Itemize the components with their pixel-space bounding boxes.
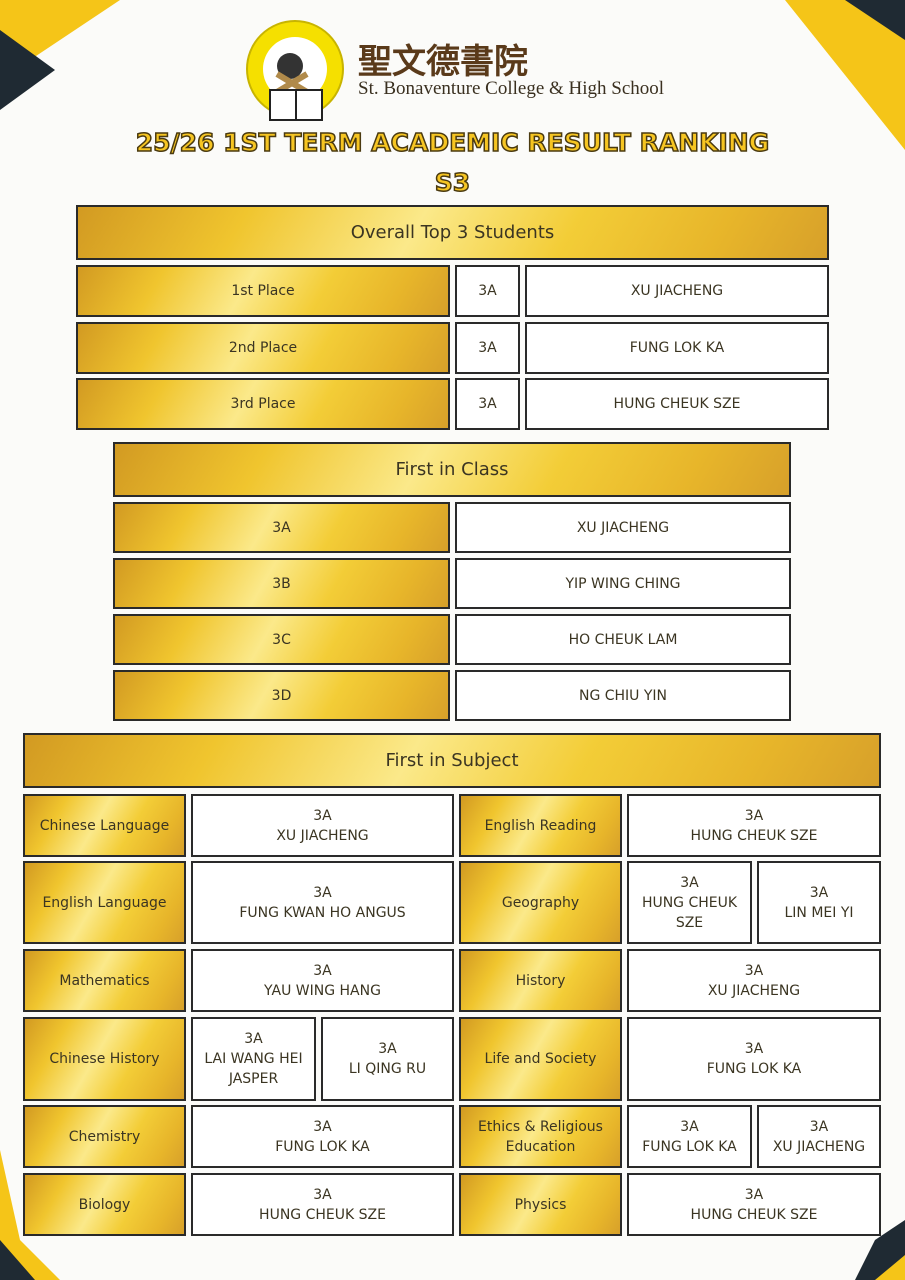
- subject-winner: 3A LIN MEI YI: [757, 861, 881, 944]
- subject-winner: 3A FUNG KWAN HO ANGUS: [191, 861, 454, 944]
- overall-class: 3A: [455, 265, 520, 317]
- class-top-student: NG CHIU YIN: [455, 670, 791, 721]
- subject-label: English Reading: [459, 794, 622, 857]
- subject-label: English Language: [23, 861, 186, 944]
- corner-decoration-top-left: [0, 0, 120, 110]
- subject-winner: 3A XU JIACHENG: [757, 1105, 881, 1168]
- subject-winner: 3A FUNG LOK KA: [191, 1105, 454, 1168]
- corner-decoration-bottom-right: [855, 1220, 905, 1280]
- school-name-chinese: 聖文德書院: [358, 42, 528, 82]
- class-top-student: YIP WING CHING: [455, 558, 791, 609]
- subject-winner: 3A LI QING RU: [321, 1017, 454, 1101]
- corner-decoration-top-right: [785, 0, 905, 150]
- first-in-class-heading: First in Class: [113, 442, 791, 497]
- school-logo: [246, 20, 344, 121]
- subject-winner: 3A FUNG LOK KA: [627, 1105, 752, 1168]
- class-label: 3B: [113, 558, 450, 609]
- school-name-english: St. Bonaventure College & High School: [358, 78, 665, 99]
- overall-place-label: 2nd Place: [76, 322, 450, 374]
- overall-student-name: FUNG LOK KA: [525, 322, 829, 374]
- overall-class: 3A: [455, 378, 520, 430]
- subject-label: Chinese History: [23, 1017, 186, 1101]
- first-in-subject-heading: First in Subject: [23, 733, 881, 788]
- subject-label: Chinese Language: [23, 794, 186, 857]
- class-top-student: XU JIACHENG: [455, 502, 791, 553]
- subject-winner: 3A HUNG CHEUK SZE: [191, 1173, 454, 1236]
- form-label: S3: [434, 167, 471, 198]
- subject-winner: 3A XU JIACHENG: [191, 794, 454, 857]
- corner-decoration-bottom-left: [0, 1150, 60, 1280]
- overall-student-name: XU JIACHENG: [525, 265, 829, 317]
- overall-place-label: 3rd Place: [76, 378, 450, 430]
- subject-label: Life and Society: [459, 1017, 622, 1101]
- overall-place-label: 1st Place: [76, 265, 450, 317]
- subject-label: History: [459, 949, 622, 1012]
- subject-label: Geography: [459, 861, 622, 944]
- class-label: 3A: [113, 502, 450, 553]
- overall-student-name: HUNG CHEUK SZE: [525, 378, 829, 430]
- class-label: 3C: [113, 614, 450, 665]
- subject-winner: 3A XU JIACHENG: [627, 949, 881, 1012]
- overall-heading: Overall Top 3 Students: [76, 205, 829, 260]
- page-title: 25/26 1ST TERM ACADEMIC RESULT RANKING: [135, 127, 770, 158]
- class-top-student: HO CHEUK LAM: [455, 614, 791, 665]
- class-label: 3D: [113, 670, 450, 721]
- subject-winner: 3A YAU WING HANG: [191, 949, 454, 1012]
- subject-winner: 3A HUNG CHEUK SZE: [627, 1173, 881, 1236]
- subject-label: Physics: [459, 1173, 622, 1236]
- subject-winner: 3A FUNG LOK KA: [627, 1017, 881, 1101]
- subject-label: Chemistry: [23, 1105, 186, 1168]
- subject-label: Ethics & Religious Education: [459, 1105, 622, 1168]
- overall-class: 3A: [455, 322, 520, 374]
- subject-label: Biology: [23, 1173, 186, 1236]
- subject-winner: 3A HUNG CHEUK SZE: [627, 794, 881, 857]
- subject-winner: 3A LAI WANG HEI JASPER: [191, 1017, 316, 1101]
- subject-winner: 3A HUNG CHEUK SZE: [627, 861, 752, 944]
- subject-label: Mathematics: [23, 949, 186, 1012]
